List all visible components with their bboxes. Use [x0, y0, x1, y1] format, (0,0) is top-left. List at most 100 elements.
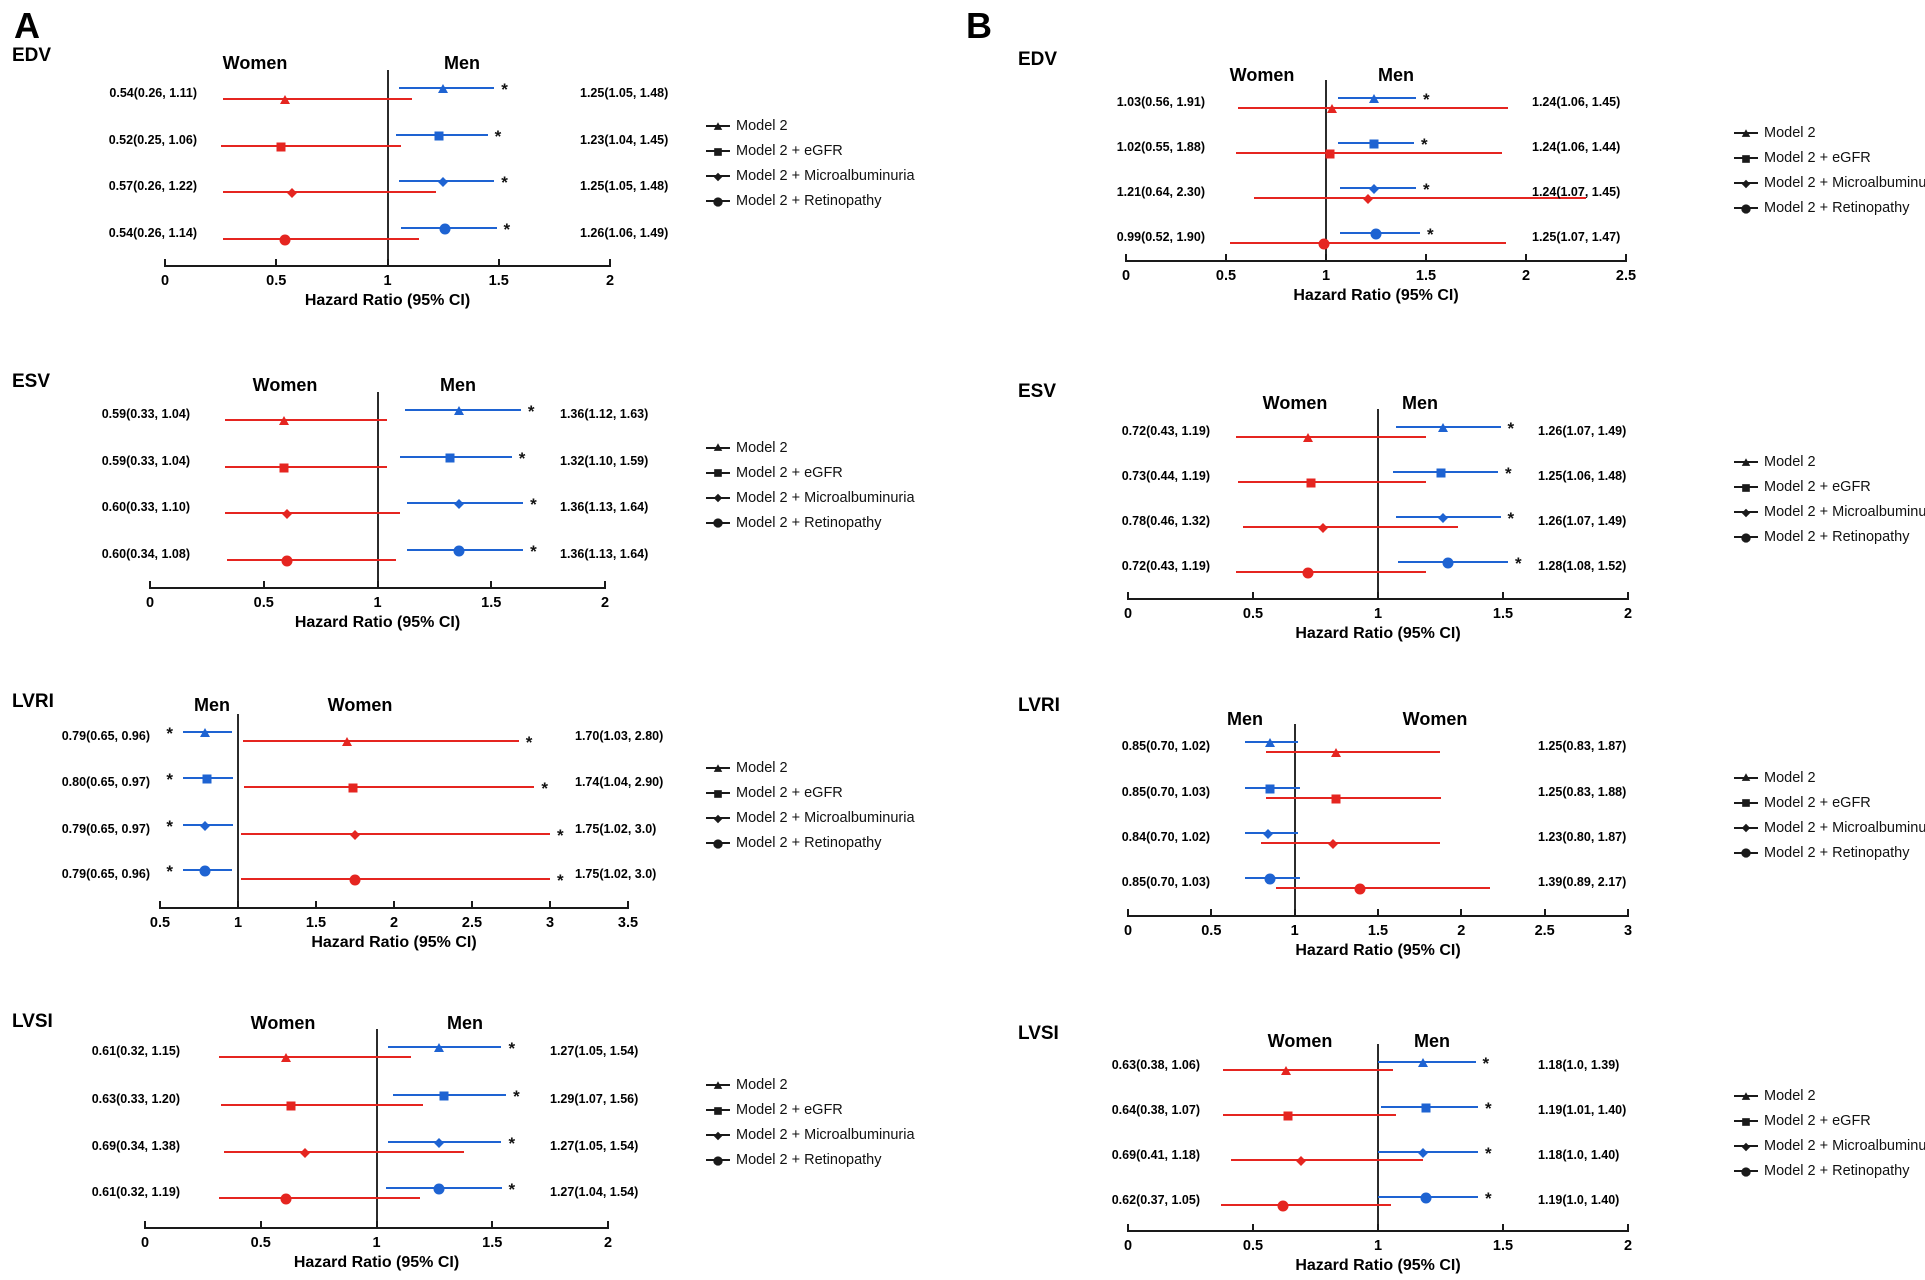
- hr-value-label-left: 0.69(0.41, 1.18): [1111, 1148, 1200, 1162]
- ci-marker-women: [349, 874, 361, 886]
- ci-line-women: [244, 786, 535, 788]
- hr-value-label-right: 1.25(0.83, 1.87): [1538, 739, 1627, 753]
- ci-marker-women: [1363, 194, 1373, 204]
- ci-marker-men: [454, 406, 465, 416]
- axis-tick-label: 2.5: [1615, 268, 1637, 284]
- axis-tick: [1127, 909, 1129, 916]
- subplot-label: ESV: [12, 371, 51, 392]
- axis-tick-label: 1: [372, 1235, 381, 1251]
- hr-value-label-right: 1.25(1.05, 1.48): [580, 178, 669, 193]
- hr-value-label-left: 0.73(0.44, 1.19): [1121, 469, 1210, 483]
- ci-line-women: [1230, 1159, 1423, 1161]
- legend-label: Model 2 + Microalbuminuria: [736, 168, 915, 184]
- hr-value-label-right: 1.27(1.05, 1.54): [550, 1044, 639, 1058]
- legend-label: Model 2: [736, 1077, 788, 1093]
- significance-star: *: [501, 173, 508, 192]
- significance-star: *: [530, 495, 537, 514]
- x-axis-line: [1127, 915, 1629, 917]
- axis-tick: [1252, 592, 1254, 599]
- axis-tick-label: 2.5: [461, 915, 483, 931]
- hr-value-label-left: 0.54(0.26, 1.11): [109, 85, 197, 100]
- legend-label: Model 2 + Retinopathy: [736, 514, 882, 531]
- ci-marker-men: [1420, 1192, 1431, 1204]
- legend-square-icon: [714, 147, 722, 156]
- legend-label: Model 2 + eGFR: [1764, 150, 1871, 166]
- ci-marker-women: [1331, 748, 1342, 758]
- ci-line-women: [1235, 571, 1426, 573]
- ref-line: [1377, 1044, 1379, 1230]
- hr-value-label-right: 1.27(1.05, 1.54): [550, 1139, 639, 1153]
- axis-tick: [1627, 592, 1629, 599]
- group-header-women: Women: [250, 1013, 316, 1033]
- ci-line-men: [388, 1141, 502, 1143]
- axis-title: Hazard Ratio (95% CI): [1295, 942, 1461, 959]
- axis-tick: [259, 1221, 262, 1228]
- ci-marker-women: [1331, 794, 1341, 804]
- ci-marker-women: [279, 234, 291, 246]
- x-axis-line: [1127, 598, 1629, 600]
- axis-title: Hazard Ratio (95% CI): [294, 614, 461, 631]
- axis-tick-label: 1: [383, 273, 392, 289]
- hr-value-label-right: 1.25(1.06, 1.48): [1538, 469, 1627, 483]
- axis-tick-label: 2: [389, 915, 399, 931]
- significance-star: *: [503, 220, 511, 239]
- axis-tick: [1625, 254, 1627, 261]
- ci-marker-women: [1303, 433, 1313, 443]
- ci-marker-men: [1436, 468, 1445, 478]
- ci-marker-women: [348, 783, 358, 793]
- axis-tick: [1225, 254, 1227, 261]
- legend-label: Model 2 + eGFR: [736, 785, 843, 801]
- axis-tick-label: 0.5: [1215, 268, 1237, 284]
- axis-tick: [497, 259, 500, 266]
- axis-tick: [1325, 254, 1327, 261]
- ci-line-women: [1238, 481, 1426, 483]
- axis-title: Hazard Ratio (95% CI): [311, 934, 477, 951]
- axis-tick-label: 1: [1373, 606, 1383, 622]
- ci-marker-women: [279, 463, 289, 473]
- axis-tick: [164, 259, 166, 266]
- ci-line-women: [223, 1151, 465, 1153]
- ci-marker-men: [438, 84, 449, 94]
- ci-marker-men: [454, 499, 465, 509]
- group-header-men: Men: [1227, 709, 1263, 729]
- hr-value-label-right: 1.18(1.0, 1.40): [1538, 1148, 1620, 1162]
- ci-marker-women: [1280, 1066, 1291, 1076]
- legend-label: Model 2 + Retinopathy: [736, 1152, 882, 1168]
- axis-tick: [1377, 1224, 1379, 1231]
- ci-line-women: [219, 1197, 421, 1199]
- axis-tick: [1502, 592, 1504, 599]
- ci-line-women: [1223, 1069, 1393, 1071]
- ci-marker-women: [1277, 1200, 1289, 1212]
- significance-star: *: [508, 1039, 516, 1058]
- hr-value-label-right: 1.27(1.04, 1.54): [550, 1185, 639, 1199]
- significance-star: *: [1485, 1099, 1492, 1118]
- ci-marker-men: [1418, 1058, 1428, 1068]
- hr-value-label-right: 1.26(1.07, 1.49): [1538, 514, 1627, 528]
- ci-marker-women: [1295, 1156, 1306, 1166]
- group-header-women: Women: [1402, 709, 1468, 729]
- axis-tick-label: 1.5: [1367, 923, 1389, 939]
- hr-value-label-left: 0.80(0.65, 0.97): [61, 774, 150, 789]
- legend-label: Model 2 + Retinopathy: [1764, 200, 1910, 216]
- panel-label: A: [14, 5, 40, 46]
- axis-title: Hazard Ratio (95% CI): [1295, 625, 1461, 642]
- ci-line-women: [221, 1104, 423, 1106]
- axis-tick-label: 0: [1123, 606, 1133, 622]
- subplot-label: EDV: [12, 45, 52, 66]
- hr-value-label-right: 1.39(0.89, 2.17): [1538, 875, 1627, 889]
- ci-line-women: [1220, 1204, 1391, 1206]
- axis-tick: [1627, 909, 1629, 916]
- axis-tick: [262, 581, 265, 588]
- legend-square-icon: [714, 1106, 722, 1115]
- legend-triangle-icon: [1741, 773, 1751, 781]
- legend-label: Model 2 + Retinopathy: [1764, 529, 1910, 545]
- axis-tick-label: 1.5: [1492, 1238, 1514, 1254]
- ci-marker-men: [1438, 513, 1448, 523]
- axis-tick: [315, 901, 317, 908]
- hr-value-label-left: 0.85(0.70, 1.03): [1121, 785, 1210, 799]
- legend-diamond-icon: [1741, 1142, 1751, 1151]
- group-header-women: Women: [327, 695, 393, 715]
- hr-value-label-right: 1.29(1.07, 1.56): [550, 1092, 639, 1106]
- hr-value-label-left: 0.61(0.32, 1.15): [91, 1044, 180, 1058]
